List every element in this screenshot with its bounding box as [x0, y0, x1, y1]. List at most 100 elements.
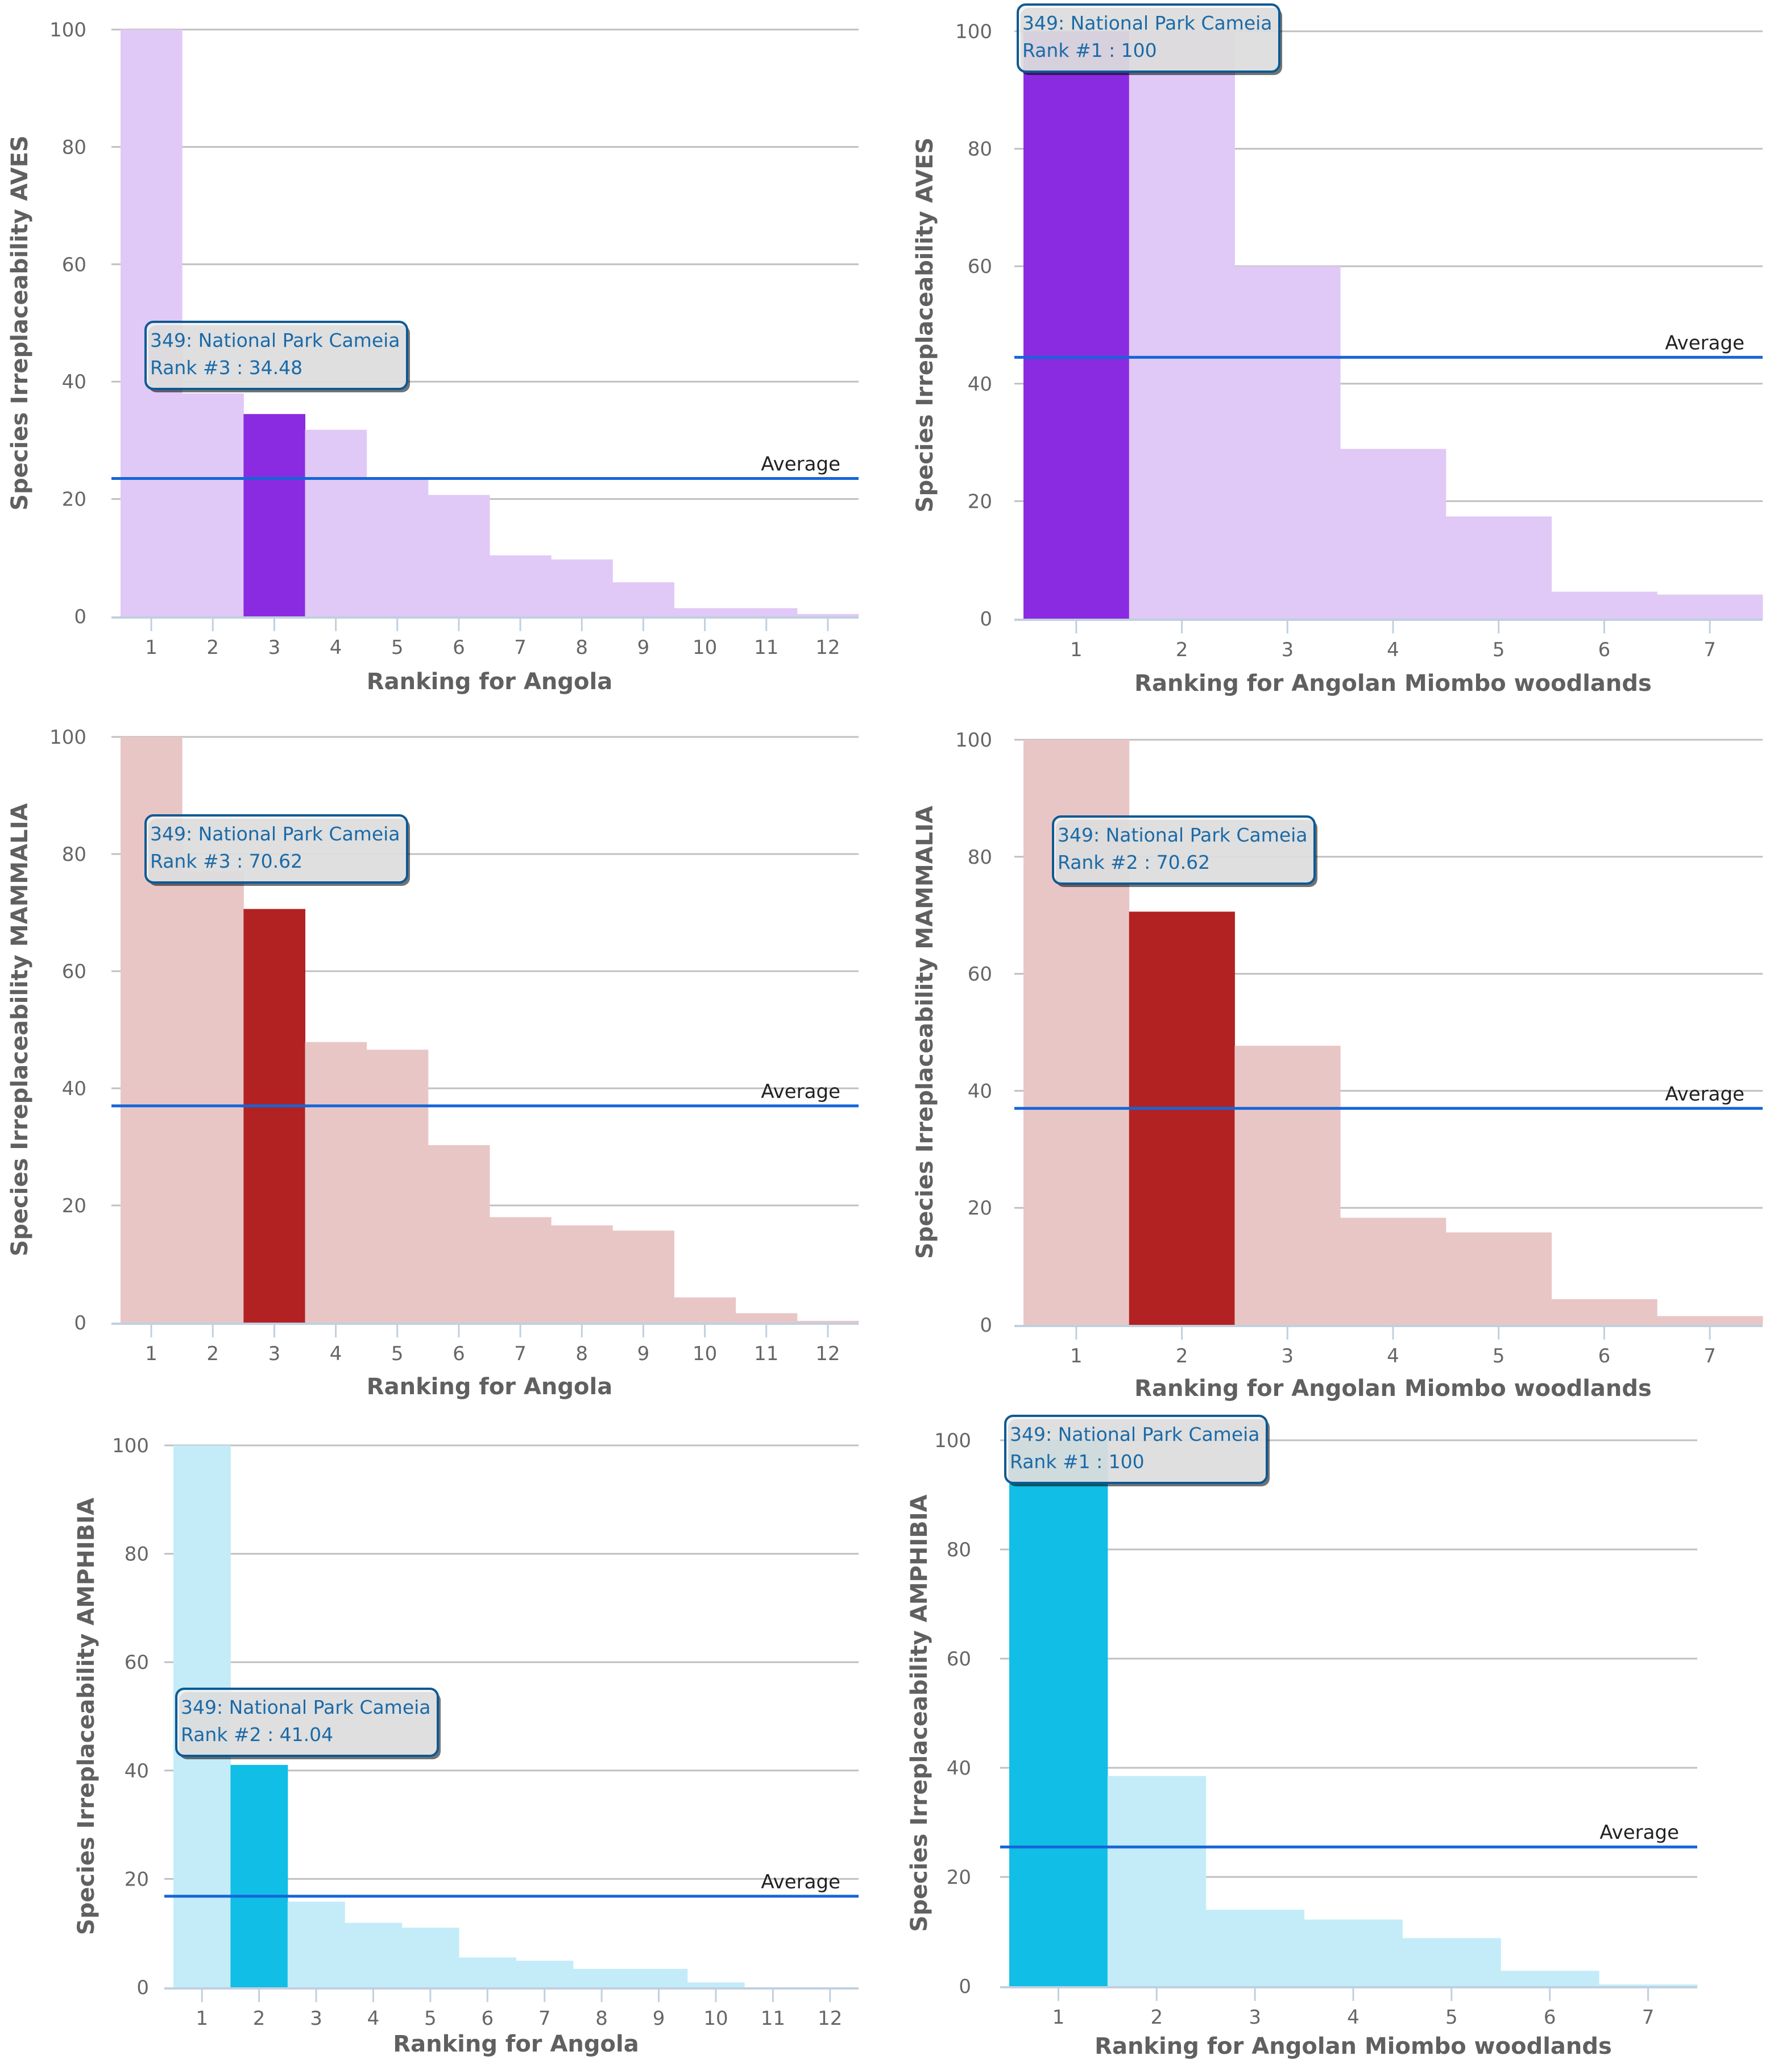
x-tick-label: 4: [1347, 2006, 1359, 2029]
bar[interactable]: [182, 871, 244, 1323]
x-tick-label: 5: [1445, 2006, 1458, 2029]
x-axis-title: Ranking for Angolan Miombo woodlands: [1134, 670, 1652, 697]
bar[interactable]: [797, 614, 859, 616]
bar[interactable]: [1107, 1776, 1207, 1986]
bar-highlighted[interactable]: [230, 1764, 288, 1987]
tooltip-site-name: 349: National Park Cameia: [150, 823, 400, 845]
y-tick-label: 0: [980, 608, 992, 631]
y-tick-label: 80: [62, 843, 86, 866]
y-tick-label: 20: [62, 1195, 86, 1217]
bar[interactable]: [305, 1042, 367, 1323]
bar[interactable]: [428, 1145, 490, 1323]
bar[interactable]: [573, 1969, 631, 1987]
bar[interactable]: [1234, 266, 1341, 619]
bar[interactable]: [1657, 1316, 1763, 1325]
bar[interactable]: [1129, 31, 1235, 619]
y-tick-label: 60: [62, 960, 86, 983]
bar[interactable]: [1551, 591, 1657, 619]
x-tick-label: 6: [481, 2007, 494, 2030]
bar[interactable]: [1205, 1909, 1305, 1986]
x-tick-label: 6: [1598, 639, 1611, 661]
x-tick-label: 3: [1281, 639, 1294, 661]
y-tick-label: 80: [968, 846, 992, 869]
bar[interactable]: [612, 1230, 674, 1323]
x-tick-label: 3: [1249, 2006, 1261, 2029]
bar[interactable]: [287, 1901, 345, 1987]
bar[interactable]: [551, 1225, 613, 1323]
bar-highlighted[interactable]: [243, 414, 305, 616]
bar[interactable]: [612, 582, 674, 616]
bar[interactable]: [1501, 1971, 1599, 1986]
y-tick-label: 40: [125, 1760, 149, 1783]
average-label: Average: [761, 453, 840, 475]
tooltip: 349: National Park Cameia Rank #2 : 41.04: [175, 1688, 441, 1759]
tooltip-rank-value: Rank #1 : 100: [1022, 39, 1157, 61]
bar[interactable]: [1445, 1232, 1552, 1325]
x-tick-label: 9: [653, 2007, 665, 2030]
bar[interactable]: [1304, 1919, 1403, 1986]
bar[interactable]: [459, 1957, 516, 1987]
bar[interactable]: [1402, 1938, 1501, 1986]
y-axis-title: Species Irreplaceability AVES: [7, 135, 33, 511]
tooltip-box: [175, 1688, 439, 1757]
bar[interactable]: [735, 1313, 798, 1323]
x-axis-title: Ranking for Angola: [367, 1374, 612, 1400]
average-label: Average: [1665, 1083, 1744, 1105]
bar[interactable]: [428, 495, 490, 616]
tooltip-site-name: 349: National Park Cameia: [1022, 12, 1273, 34]
bar[interactable]: [516, 1961, 574, 1987]
bar[interactable]: [1599, 1984, 1698, 1986]
bar[interactable]: [551, 559, 613, 616]
bar[interactable]: [1551, 1299, 1657, 1325]
bar[interactable]: [490, 555, 552, 616]
bar[interactable]: [687, 1982, 745, 1987]
bar[interactable]: [305, 429, 367, 616]
x-tick-label: 12: [815, 636, 840, 659]
x-tick-label: 1: [1052, 2006, 1065, 2029]
bar[interactable]: [182, 393, 244, 616]
bar[interactable]: [490, 1217, 552, 1323]
bar[interactable]: [630, 1969, 688, 1987]
x-tick-label: 6: [453, 1342, 465, 1365]
bar[interactable]: [366, 477, 429, 616]
x-tick-label: 5: [1493, 1345, 1505, 1367]
x-tick-label: 1: [1070, 639, 1083, 661]
tooltip: 349: National Park Cameia Rank #1 : 100: [1004, 1415, 1270, 1486]
bar-highlighted[interactable]: [243, 909, 305, 1323]
x-tick-label: 5: [391, 1342, 404, 1365]
bar[interactable]: [674, 608, 736, 616]
bar[interactable]: [1234, 1046, 1341, 1325]
y-tick-label: 40: [947, 1757, 971, 1780]
tooltip-rank-value: Rank #2 : 41.04: [181, 1723, 333, 1746]
bar[interactable]: [1445, 516, 1552, 619]
average-label: Average: [1599, 1821, 1679, 1844]
y-tick-label: 40: [968, 373, 992, 396]
bar-highlighted[interactable]: [1023, 31, 1130, 619]
bar[interactable]: [401, 1928, 459, 1987]
y-tick-label: 40: [968, 1080, 992, 1103]
y-tick-label: 20: [968, 490, 992, 513]
tooltip: 349: National Park Cameia Rank #3 : 70.62: [144, 814, 410, 886]
x-tick-label: 7: [1703, 639, 1716, 661]
tooltip-rank-value: Rank #3 : 34.48: [150, 357, 302, 379]
bar[interactable]: [345, 1922, 403, 1987]
bar[interactable]: [797, 1320, 859, 1323]
x-tick-label: 5: [1493, 639, 1505, 661]
bar[interactable]: [674, 1297, 736, 1323]
tooltip-box: [1052, 815, 1316, 885]
bar[interactable]: [735, 608, 798, 616]
x-tick-label: 1: [145, 1342, 157, 1365]
bar-highlighted[interactable]: [1009, 1440, 1108, 1986]
average-label: Average: [761, 1080, 840, 1103]
bar[interactable]: [1657, 594, 1763, 619]
y-tick-label: 60: [968, 963, 992, 986]
y-axis-title: Species Irreplaceability MAMMALIA: [912, 806, 938, 1259]
bar[interactable]: [1340, 449, 1446, 619]
x-tick-label: 7: [1642, 2006, 1655, 2029]
bar-highlighted[interactable]: [1129, 911, 1235, 1325]
x-tick-label: 4: [1387, 639, 1399, 661]
x-tick-label: 1: [1070, 1345, 1083, 1367]
bar[interactable]: [1340, 1217, 1446, 1325]
bar[interactable]: [366, 1050, 429, 1323]
